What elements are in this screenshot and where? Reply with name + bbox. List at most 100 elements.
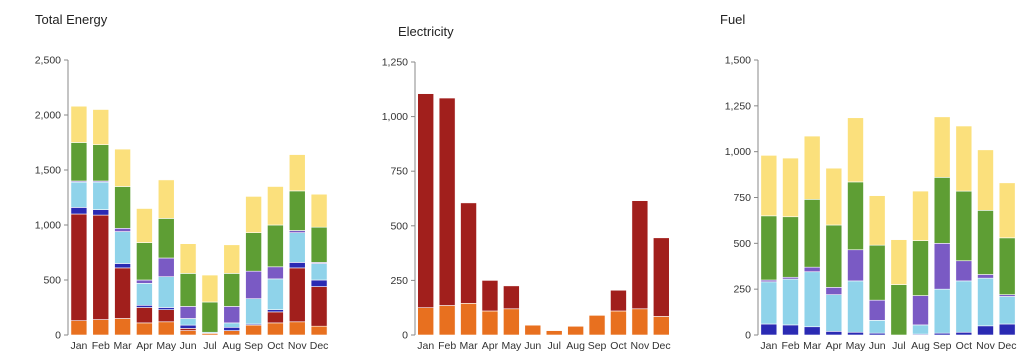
bar-segment <box>310 325 328 336</box>
x-tick-label: Jan <box>417 340 434 352</box>
bar-segment <box>70 207 88 215</box>
bar-segment <box>588 315 606 336</box>
bar-segment <box>803 199 821 268</box>
bar-segment <box>912 324 929 335</box>
x-tick-label: Sep <box>244 340 263 352</box>
x-tick-label: Nov <box>976 340 995 352</box>
bar-segment <box>179 318 197 326</box>
y-tick-label: 1,250 <box>382 57 408 69</box>
bar-segment <box>92 319 110 336</box>
y-tick-label: 1,000 <box>382 111 408 123</box>
bar-segment <box>136 307 153 324</box>
bar-segment <box>92 209 110 216</box>
chart-title: Total Energy <box>35 12 108 27</box>
bar-segment <box>114 186 131 229</box>
bar-segment <box>803 326 821 336</box>
x-tick-label: Jan <box>760 340 777 352</box>
x-tick-label: Jan <box>70 340 87 352</box>
bar-segment <box>288 154 306 192</box>
bar-segment <box>868 299 886 321</box>
bar-segment <box>868 195 886 246</box>
bar-segment <box>610 310 627 336</box>
bar-segment <box>998 237 1016 295</box>
bar-segment <box>310 193 328 228</box>
x-tick-label: Aug <box>222 340 241 352</box>
bar-segment <box>955 260 973 282</box>
bar-segment <box>438 305 456 336</box>
bar-segment <box>955 125 973 192</box>
bar-segment <box>70 142 88 182</box>
x-tick-label: Jul <box>547 340 560 352</box>
x-tick-label: Aug <box>566 340 585 352</box>
y-tick-label: 500 <box>390 220 408 232</box>
bar-segment <box>803 266 821 273</box>
y-tick-label: 0 <box>745 330 751 342</box>
bar-segment <box>847 181 864 251</box>
bar-segment <box>847 331 864 336</box>
bar-segment <box>267 224 284 268</box>
bar-segment <box>179 324 197 329</box>
bar-segment <box>998 182 1016 239</box>
y-tick-label: 0 <box>402 330 408 342</box>
bar-segment <box>760 323 778 336</box>
bar-segment <box>890 239 908 285</box>
chart-panel-electricity: Electricity 0 250 500 750 1,000 1,250 Jan Feb Ma… <box>340 0 680 352</box>
bar-segment <box>267 309 284 313</box>
bar-segment <box>223 326 241 331</box>
y-tick-label: 1,250 <box>725 100 751 112</box>
x-tick-label: May <box>156 340 177 352</box>
bar-segment <box>847 249 864 282</box>
bar-segment <box>245 270 262 300</box>
bar-segment <box>825 294 843 332</box>
x-tick-label: Jun <box>180 340 197 352</box>
x-tick-label: Nov <box>631 340 650 352</box>
bar-segment <box>136 242 153 281</box>
bar-segment <box>760 281 778 325</box>
bar-segment <box>977 210 994 275</box>
bar-segment <box>92 214 110 320</box>
bar-segment <box>631 308 649 336</box>
bar-segment <box>136 304 153 308</box>
bar-segment <box>933 243 951 290</box>
bar-segment <box>70 105 88 143</box>
chart-panel-fuel: Fuel 0 250 500 750 1,000 1,250 1,500 Jan Feb Mar A… <box>680 0 1024 352</box>
bar-segment <box>157 257 175 278</box>
bar-segment <box>825 167 843 226</box>
bar-segment <box>460 303 477 336</box>
bar-segment <box>92 181 110 210</box>
x-tick-label: May <box>846 340 867 352</box>
bar-segment <box>114 318 131 336</box>
y-tick-label: 0 <box>55 330 61 342</box>
bar-segment <box>136 279 153 284</box>
y-tick-label: 500 <box>43 275 61 287</box>
bar-segment <box>545 330 563 336</box>
x-tick-label: Apr <box>826 340 843 352</box>
bar-segment <box>825 331 843 336</box>
bar-segment <box>267 278 284 310</box>
bar-segment <box>114 267 131 319</box>
bar-segment <box>267 186 284 226</box>
y-tick-label: 1,000 <box>725 146 751 158</box>
chart-svg: 0 250 500 750 1,000 1,250 1,500 Jan Feb Mar Apr May… <box>725 55 1017 352</box>
bar-segment <box>782 216 799 278</box>
bar-segment <box>847 280 864 333</box>
bar-segment <box>267 266 284 280</box>
bar-segment <box>288 232 306 263</box>
bar-segment <box>760 155 778 217</box>
x-tick-label: Jul <box>892 340 905 352</box>
bar-segment <box>567 325 584 336</box>
bar-segment <box>977 277 994 327</box>
bar-segment <box>912 190 929 241</box>
bar-segment <box>288 190 306 231</box>
bar-segment <box>912 295 929 326</box>
chart-title: Electricity <box>398 24 454 39</box>
bar-segment <box>114 263 131 269</box>
bar-segment <box>847 117 864 183</box>
x-tick-label: Apr <box>482 340 499 352</box>
bar-segment <box>933 288 951 334</box>
x-tick-label: Jun <box>524 340 541 352</box>
bar-segment <box>610 289 627 312</box>
bar-segment <box>825 287 843 295</box>
bar-segment <box>157 307 175 310</box>
